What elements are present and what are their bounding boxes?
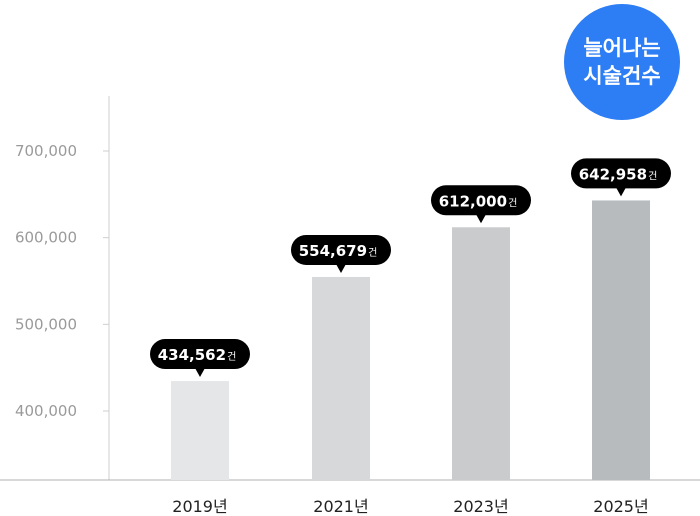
- bar: [452, 227, 510, 480]
- bar: [171, 381, 229, 480]
- data-label-bubble: 642,958건: [571, 158, 671, 197]
- y-tick-label: 600,000: [15, 229, 77, 247]
- data-label-bubble-body: [150, 339, 250, 370]
- data-label-unit: 건: [227, 351, 236, 363]
- data-label: 554,679건: [299, 242, 378, 260]
- data-label-value: 642,958: [579, 165, 647, 183]
- data-label-unit: 건: [648, 170, 657, 182]
- data-label-unit: 건: [508, 197, 517, 209]
- bars-group: [171, 200, 650, 480]
- y-tick-label: 700,000: [15, 142, 77, 160]
- x-category-label: 2023년: [453, 497, 508, 516]
- data-label-bubble-body: [431, 185, 531, 216]
- data-label-bubble: 612,000건: [431, 185, 531, 224]
- x-category-label: 2021년: [313, 497, 368, 516]
- y-tick-label: 500,000: [15, 315, 77, 333]
- badge-line-1: 늘어나는: [583, 36, 661, 60]
- data-label-bubble-body: [291, 234, 391, 265]
- x-category-label: 2019년: [172, 497, 227, 516]
- data-label-value: 612,000: [439, 192, 507, 210]
- data-label-value: 554,679: [299, 242, 367, 260]
- growth-badge: 늘어나는 시술건수: [564, 4, 680, 120]
- data-label-value: 434,562: [158, 346, 226, 364]
- data-label-bubble: 434,562건: [150, 339, 250, 378]
- y-tick-label: 400,000: [15, 402, 77, 420]
- data-label-unit: 건: [368, 247, 377, 259]
- bar: [592, 200, 650, 480]
- badge-line-2: 시술건수: [583, 64, 661, 88]
- axes: 400,000 500,000 600,000 700,000 2019년 2021년 20…: [0, 96, 700, 516]
- data-label: 612,000건: [439, 192, 518, 210]
- x-category-label: 2025년: [593, 497, 648, 516]
- data-label: 642,958건: [579, 165, 658, 183]
- bar: [312, 276, 370, 480]
- data-label-bubble: 554,679건: [291, 234, 391, 273]
- data-label-pointer: [616, 187, 626, 197]
- data-label-pointer: [195, 368, 205, 378]
- data-label-pointer: [476, 214, 486, 224]
- data-label-bubble-body: [571, 158, 671, 189]
- data-label-pointer: [336, 263, 346, 273]
- data-label: 434,562건: [158, 346, 237, 364]
